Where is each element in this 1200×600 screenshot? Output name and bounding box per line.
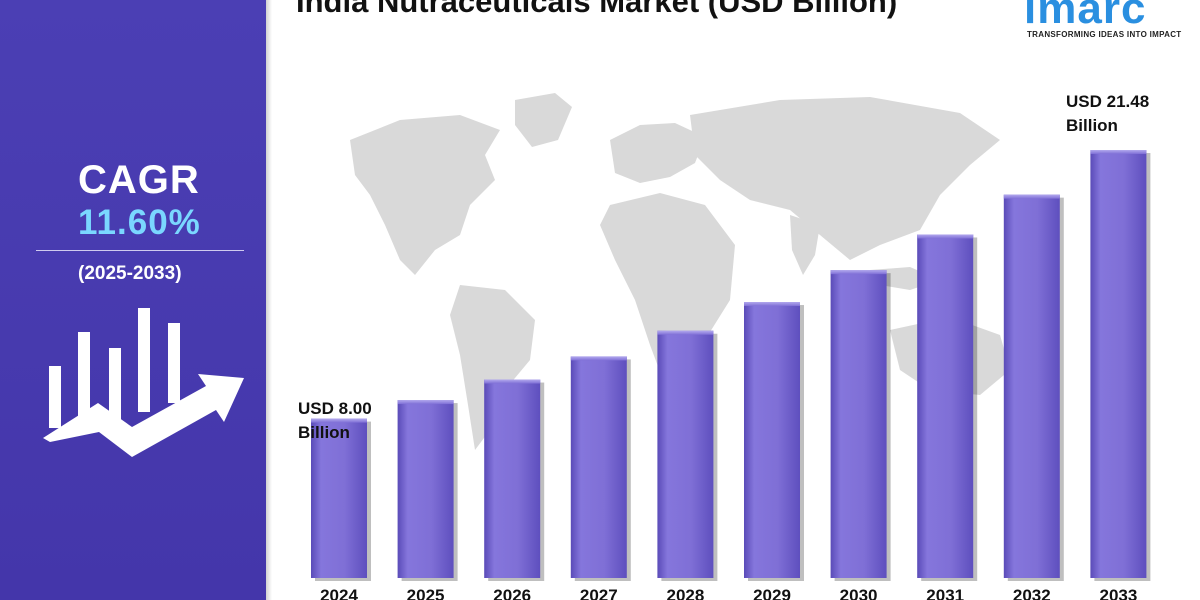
bar-2025 (397, 400, 458, 581)
first-value-unit: Billion (298, 423, 350, 442)
logo-wordmark: imarc (1024, 0, 1147, 33)
first-value-amount: USD 8.00 (298, 399, 372, 418)
x-tick-label-2030: 2030 (840, 586, 878, 600)
bar-chart: 2024 2025 2026 2027 2028 2029 2030 2031 2032 2033 (311, 150, 1151, 600)
x-tick-label-2029: 2029 (753, 586, 791, 600)
first-value-callout: USD 8.00 Billion (298, 397, 372, 445)
cagr-divider (36, 250, 244, 251)
sidebar: CAGR 11.60% (2025-2033) (0, 0, 266, 600)
world-map-background (350, 93, 1010, 450)
last-value-unit: Billion (1066, 116, 1118, 135)
x-tick-label-2033: 2033 (1099, 586, 1137, 600)
x-tick-label-2025: 2025 (407, 586, 445, 600)
bar-2027 (570, 356, 631, 581)
cagr-period: (2025-2033) (78, 263, 182, 284)
bar-2031 (917, 234, 978, 581)
x-tick-label-2032: 2032 (1013, 586, 1051, 600)
bar-2026 (484, 379, 545, 581)
imarc-logo: imarc TRANSFORMING IDEAS INTO IMPACT (1000, 0, 1196, 42)
cagr-value: 11.60% (78, 203, 201, 242)
bar-2024 (311, 418, 371, 581)
sidebar-shadow (266, 0, 272, 600)
growth-chart-arrow-icon (43, 308, 244, 457)
x-tick-label-2024: 2024 (320, 586, 358, 600)
last-value-callout: USD 21.48 Billion (1066, 90, 1149, 138)
bar-2032 (1003, 194, 1064, 581)
chart-title: India Nutraceuticals Market (USD Billion… (296, 0, 898, 19)
cagr-label: CAGR (78, 158, 200, 202)
last-value-amount: USD 21.48 (1066, 92, 1150, 111)
logo-tagline: TRANSFORMING IDEAS INTO IMPACT (1027, 30, 1182, 39)
bar-2030 (830, 270, 891, 581)
x-tick-label-2027: 2027 (580, 586, 618, 600)
x-tick-label-2028: 2028 (666, 586, 704, 600)
bar-2029 (744, 302, 804, 581)
bar-2033 (1090, 150, 1151, 581)
bar-2028 (657, 330, 718, 581)
x-tick-label-2026: 2026 (493, 586, 531, 600)
x-tick-label-2031: 2031 (926, 586, 964, 600)
